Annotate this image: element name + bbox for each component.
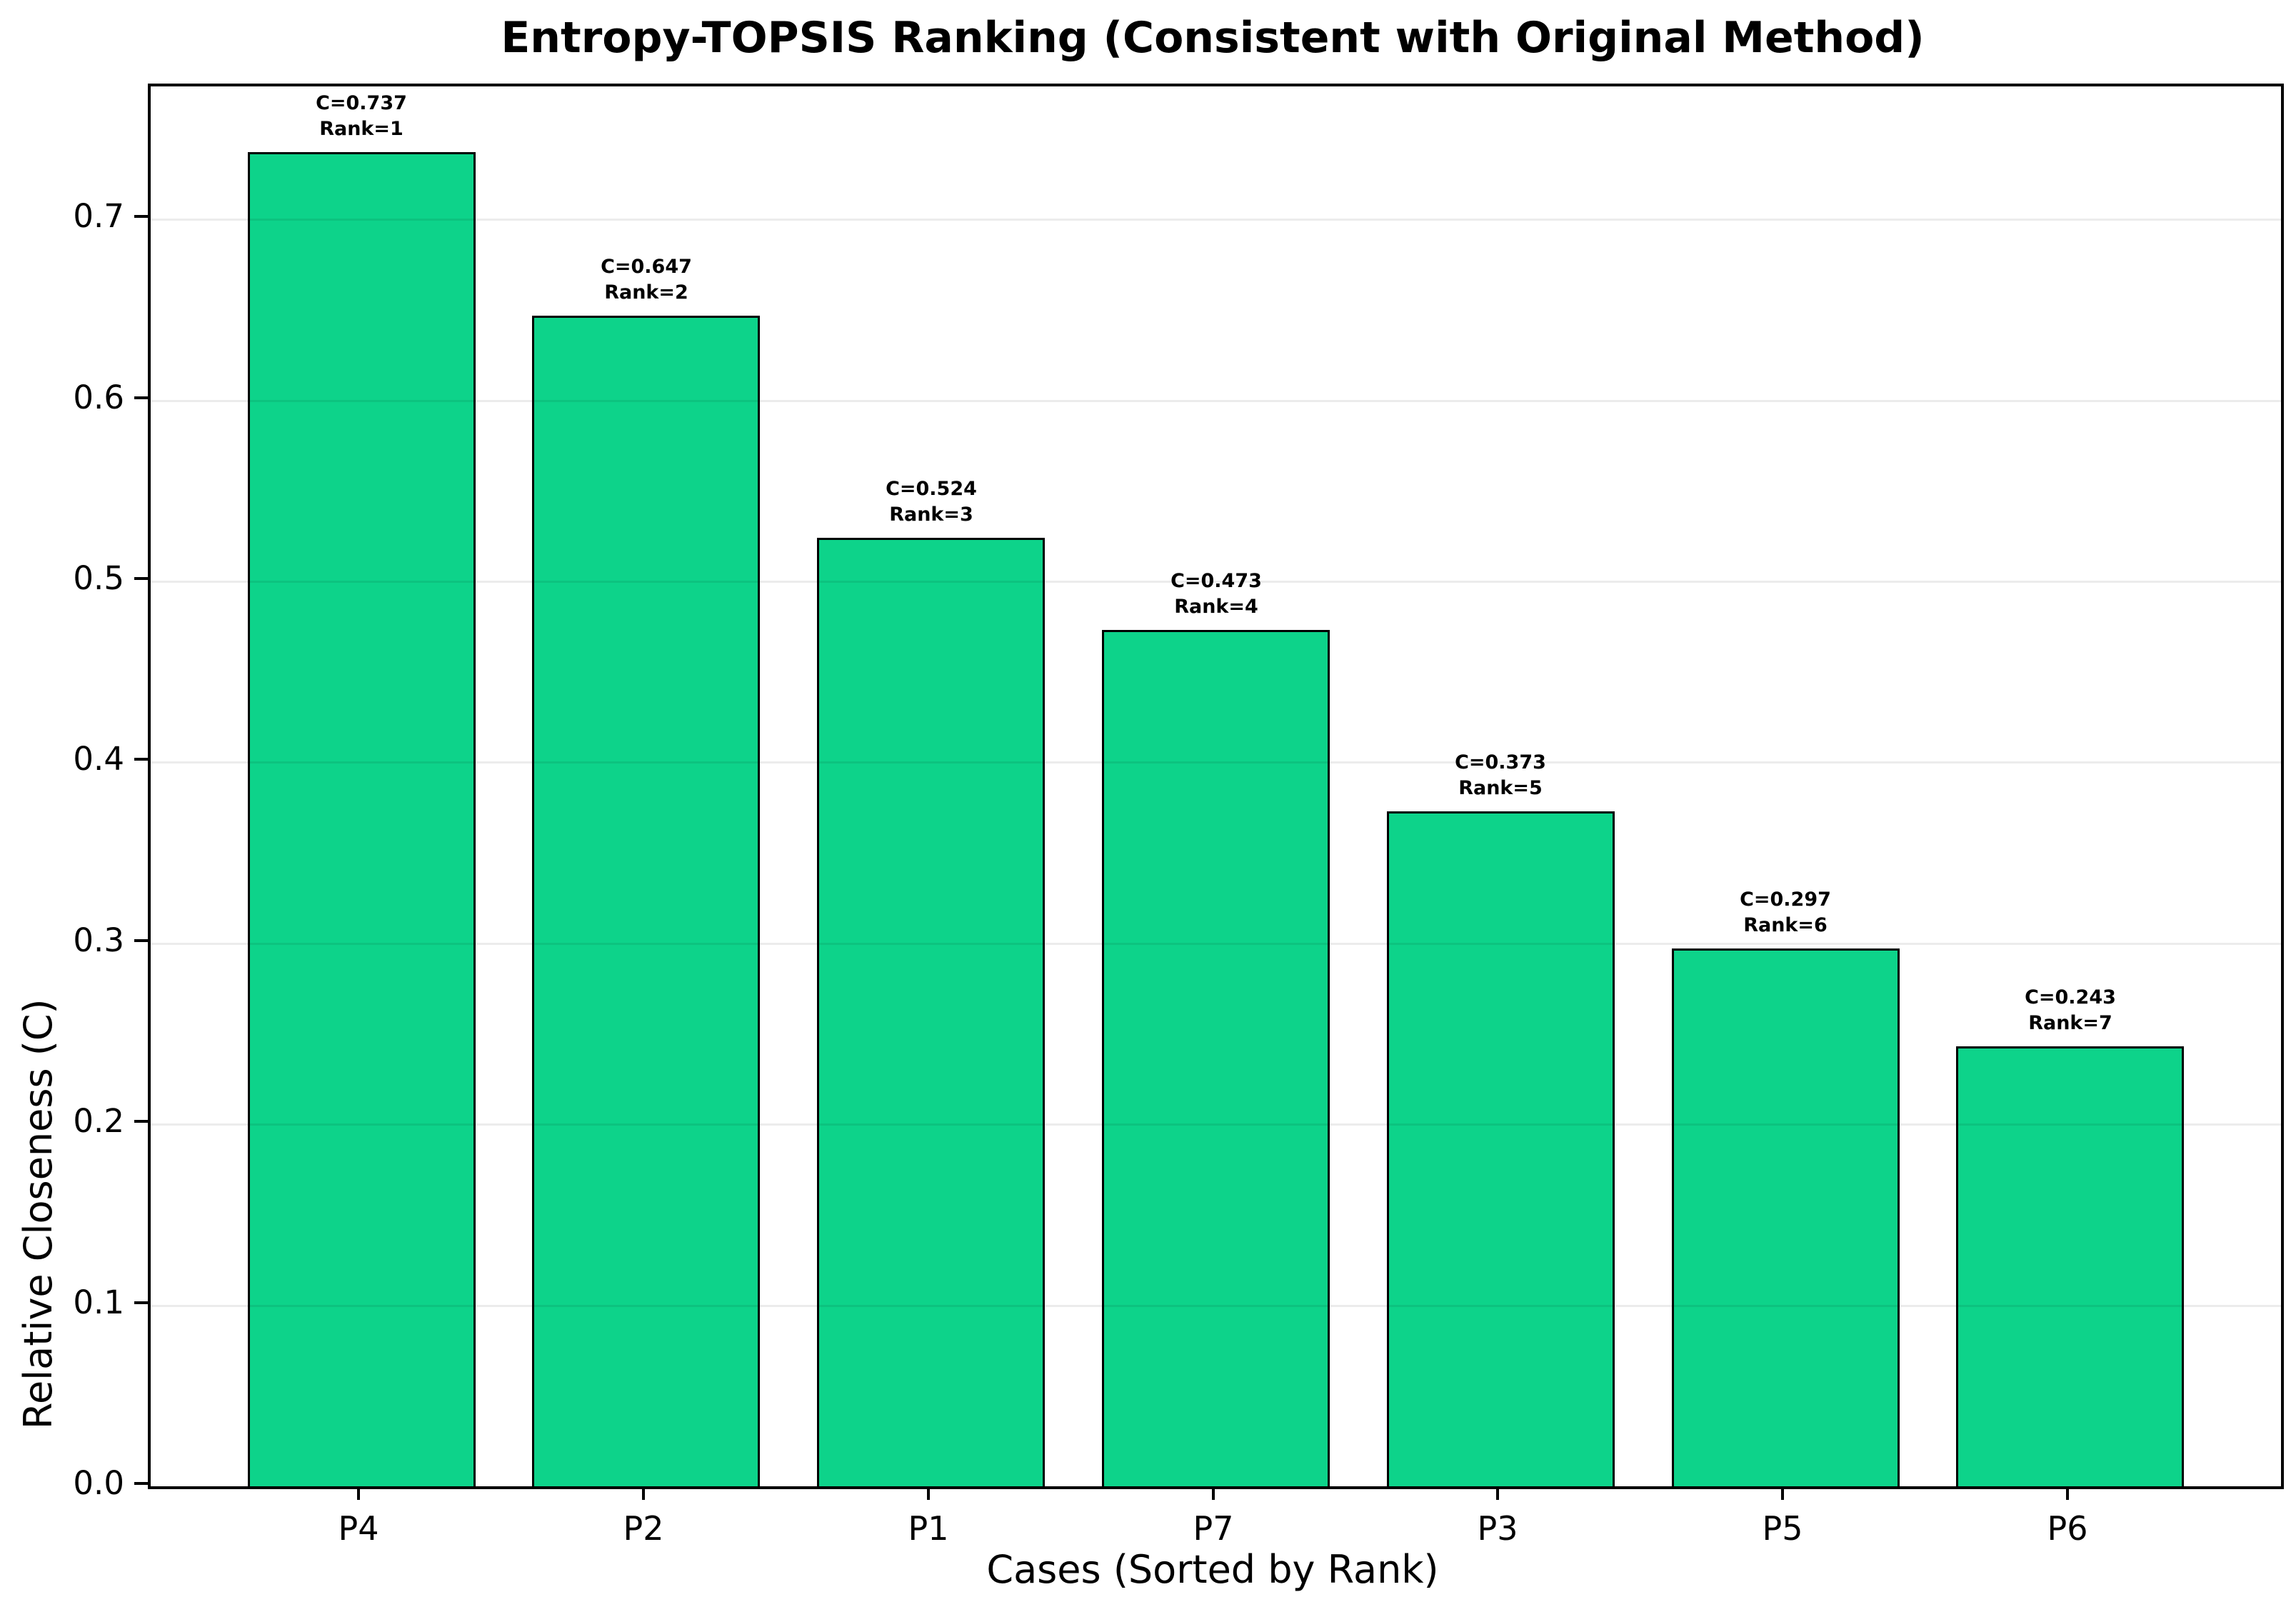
y-tick-mark — [134, 758, 148, 761]
x-tick-label-P4: P4 — [338, 1509, 379, 1548]
plot-area: C=0.737 Rank=1 C=0.647 Rank=2 C=0.524 Rank=3 C… — [148, 84, 2284, 1489]
annotation-line: Rank=1 — [319, 118, 403, 140]
bar-P4 — [248, 152, 476, 1486]
y-tick-mark — [134, 215, 148, 218]
y-tick-mark — [134, 396, 148, 399]
y-tick-mark — [134, 939, 148, 942]
bar-P7 — [1102, 630, 1330, 1486]
annotation-line: C=0.647 — [601, 256, 692, 278]
annotation-line: Rank=6 — [1743, 914, 1828, 936]
annotation-line: C=0.737 — [316, 92, 407, 114]
bar-P1 — [817, 538, 1045, 1486]
x-tick-label-P1: P1 — [908, 1509, 949, 1548]
y-tick-label-0.3: 0.3 — [73, 921, 124, 959]
y-tick-mark — [134, 1482, 148, 1485]
x-tick-mark — [1781, 1486, 1784, 1500]
x-tick-mark — [1496, 1486, 1499, 1500]
annotation-line: C=0.473 — [1170, 570, 1262, 592]
y-tick-label-0.2: 0.2 — [73, 1102, 124, 1140]
y-tick-label-0.0: 0.0 — [73, 1464, 124, 1502]
y-tick-label-0.1: 0.1 — [73, 1283, 124, 1321]
annotation-line: Rank=4 — [1174, 596, 1258, 618]
y-tick-mark — [134, 577, 148, 580]
x-tick-label-P2: P2 — [623, 1509, 664, 1548]
x-tick-label-P3: P3 — [1477, 1509, 1518, 1548]
annotation-line: C=0.524 — [886, 478, 977, 500]
y-tick-mark — [134, 1301, 148, 1304]
x-tick-mark — [2066, 1486, 2069, 1500]
y-tick-label-0.5: 0.5 — [73, 559, 124, 597]
y-tick-mark — [134, 1120, 148, 1123]
annotation-line: Rank=2 — [604, 281, 688, 304]
y-axis-label: Relative Closeness (C) — [16, 998, 61, 1430]
x-tick-mark — [1212, 1486, 1215, 1500]
bar-P3 — [1387, 811, 1615, 1486]
bar-value-label-P1: C=0.524 Rank=3 — [886, 476, 977, 528]
bar-P6 — [1956, 1046, 2184, 1486]
y-tick-label-0.6: 0.6 — [73, 379, 124, 416]
x-tick-mark — [357, 1486, 360, 1500]
chart-title: Entropy-TOPSIS Ranking (Consistent with … — [501, 13, 1925, 63]
annotation-line: Rank=3 — [889, 504, 973, 526]
annotation-line: Rank=7 — [2028, 1012, 2112, 1034]
y-tick-label-0.4: 0.4 — [73, 740, 124, 778]
bar-value-label-P4: C=0.737 Rank=1 — [316, 91, 407, 142]
x-tick-label-P5: P5 — [1762, 1509, 1803, 1548]
bar-value-label-P7: C=0.473 Rank=4 — [1170, 569, 1262, 620]
annotation-line: Rank=5 — [1458, 777, 1543, 799]
x-tick-mark — [927, 1486, 930, 1500]
bar-P2 — [532, 316, 760, 1486]
y-tick-label-0.7: 0.7 — [73, 197, 124, 235]
x-tick-mark — [642, 1486, 645, 1500]
bar-value-label-P3: C=0.373 Rank=5 — [1455, 750, 1546, 801]
bar-value-label-P6: C=0.243 Rank=7 — [2025, 985, 2116, 1036]
bar-value-label-P2: C=0.647 Rank=2 — [601, 254, 692, 306]
annotation-line: C=0.297 — [1740, 888, 1831, 911]
annotation-line: C=0.373 — [1455, 751, 1546, 774]
bar-value-label-P5: C=0.297 Rank=6 — [1740, 887, 1831, 938]
x-axis-label: Cases (Sorted by Rank) — [986, 1547, 1439, 1592]
annotation-line: C=0.243 — [2025, 986, 2116, 1008]
x-tick-label-P6: P6 — [2047, 1509, 2088, 1548]
x-tick-label-P7: P7 — [1193, 1509, 1234, 1548]
bar-P5 — [1672, 948, 1900, 1486]
